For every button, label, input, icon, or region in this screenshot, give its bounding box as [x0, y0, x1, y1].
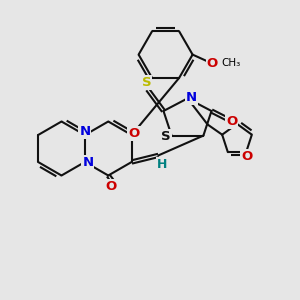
Text: O: O — [241, 150, 252, 163]
Text: O: O — [207, 56, 218, 70]
Text: N: N — [79, 125, 90, 138]
Text: S: S — [161, 130, 171, 143]
Text: H: H — [157, 158, 167, 171]
Text: N: N — [186, 91, 197, 104]
Text: O: O — [105, 179, 117, 193]
Text: O: O — [226, 115, 237, 128]
Text: O: O — [128, 127, 140, 140]
Text: CH₃: CH₃ — [221, 58, 241, 68]
Text: N: N — [82, 155, 93, 169]
Text: S: S — [142, 76, 151, 89]
